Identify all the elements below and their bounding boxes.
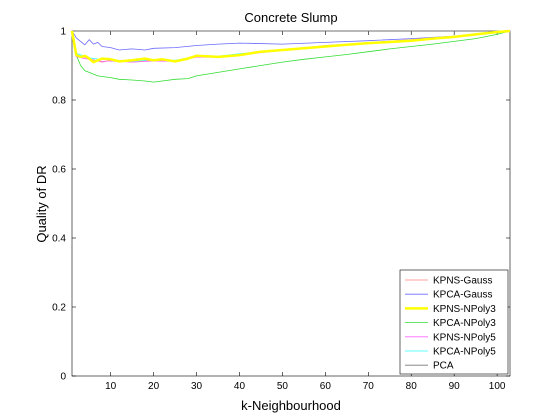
x-tick-label: 10 [105, 381, 117, 392]
y-tick-label: 0.2 [52, 303, 66, 314]
legend-box [399, 269, 509, 375]
legend-label: KPNS-NPoly5 [433, 332, 496, 343]
y-axis-title: Quality of DR [34, 165, 49, 242]
legend-label: KPCA-Gauss [433, 290, 492, 301]
x-tick-label: 30 [191, 381, 203, 392]
series-line-kpca-npoly3 [71, 30, 511, 83]
legend-label: KPNS-NPoly3 [433, 304, 496, 315]
legend-label: KPCA-NPoly5 [433, 347, 496, 358]
x-tick-label: 90 [449, 381, 461, 392]
series-line-kpns-npoly3 [70, 29, 511, 64]
legend: KPNS-Gauss KPCA-Gauss KPNS-NPoly3 KPCA-NPol… [399, 269, 509, 375]
y-tick-label: 0.4 [52, 234, 66, 245]
y-tick-label: 0.6 [52, 165, 66, 176]
y-tick-label: 1 [60, 27, 66, 38]
series-line-kpca-gauss [71, 30, 511, 51]
x-axis-ticks: 10 20 30 40 50 60 70 80 90 100 [105, 31, 506, 392]
y-tick-label: 0 [60, 372, 66, 383]
plot-area: 10 20 30 40 50 60 70 80 90 100 0 0.2 0.4 0.6 0.8 1 [52, 27, 511, 392]
x-tick-label: 20 [148, 381, 160, 392]
legend-label: KPNS-Gauss [433, 276, 492, 287]
x-axis-title: k-Neighbourhood [241, 398, 341, 413]
y-tick-label: 0.8 [52, 96, 66, 107]
chart-title: Concrete Slump [244, 10, 337, 25]
legend-label: PCA [433, 361, 454, 372]
x-tick-label: 70 [363, 381, 375, 392]
series-lines [70, 29, 511, 83]
legend-label: KPCA-NPoly3 [433, 318, 496, 329]
y-axis-ticks: 0 0.2 0.4 0.6 0.8 1 [52, 27, 510, 383]
x-tick-label: 50 [277, 381, 289, 392]
x-tick-label: 40 [234, 381, 246, 392]
x-tick-label: 80 [406, 381, 418, 392]
x-tick-label: 60 [320, 381, 332, 392]
x-tick-label: 100 [489, 381, 506, 392]
